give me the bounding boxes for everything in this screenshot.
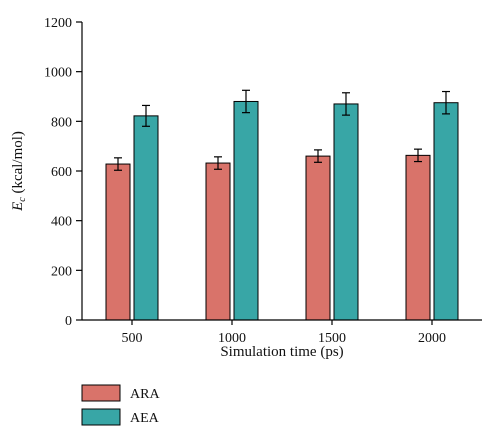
- bar-ara: [305, 155, 331, 321]
- legend-label-ara: ARA: [130, 387, 160, 402]
- bars-layer: [105, 100, 459, 321]
- bar-ara: [205, 162, 231, 321]
- x-tick-label: 1000: [218, 331, 246, 346]
- y-axis-title-main: E: [10, 202, 26, 212]
- y-tick-label: 400: [51, 215, 72, 230]
- legend-label-aea: AEA: [130, 411, 160, 426]
- bar-aea: [133, 115, 159, 321]
- x-axis-title: Simulation time (ps): [220, 344, 343, 360]
- y-tick-label: 600: [51, 165, 72, 180]
- y-tick-label: 800: [51, 115, 72, 130]
- bar-aea: [333, 103, 359, 321]
- y-tick-label: 200: [51, 264, 72, 279]
- legend: ARA AEA: [81, 384, 160, 426]
- y-axis-title-unit: (kcal/mol): [10, 131, 26, 197]
- bar-ara: [405, 154, 431, 321]
- error-bars-layer: [114, 89, 450, 171]
- x-tick-label: 500: [122, 331, 143, 346]
- bar-ara: [105, 163, 131, 321]
- y-tick-label: 0: [65, 314, 72, 329]
- x-ticks: 500 1000 1500 2000: [122, 320, 446, 346]
- legend-swatch-ara: [81, 384, 121, 402]
- x-tick-label: 1500: [318, 331, 346, 346]
- y-tick-label: 1000: [44, 66, 72, 81]
- legend-swatch-aea: [81, 408, 121, 426]
- y-axis-title: Ec (kcal/mol): [10, 131, 28, 212]
- bar-aea: [233, 100, 259, 321]
- y-axis-title-sub: c: [17, 197, 28, 202]
- bar-aea: [433, 102, 459, 321]
- x-tick-label: 2000: [418, 331, 446, 346]
- y-tick-label: 1200: [44, 16, 72, 31]
- y-ticks: 0 200 400 600 800 1000 1200: [44, 16, 82, 329]
